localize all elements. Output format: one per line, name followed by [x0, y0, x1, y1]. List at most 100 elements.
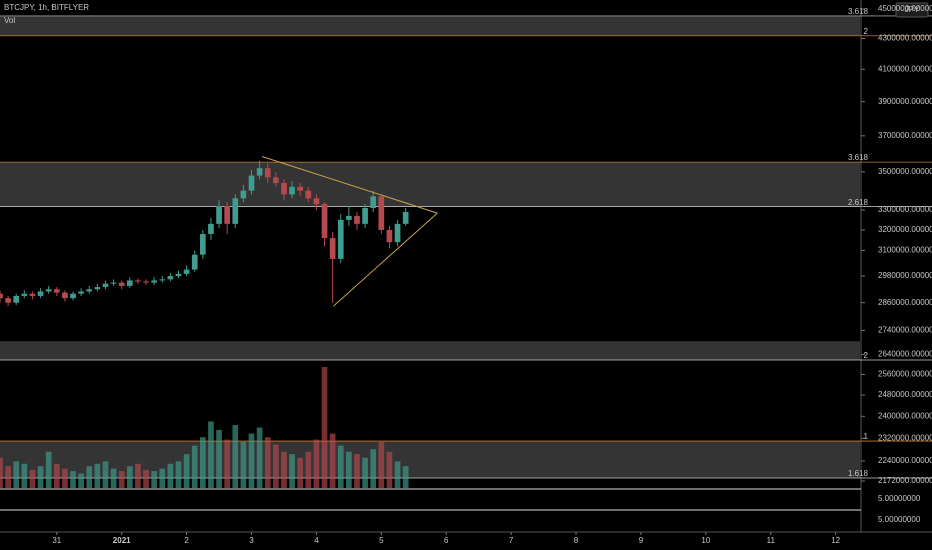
candle-body [232, 198, 239, 224]
candle-body [0, 293, 3, 299]
y-tick-label: 3100000.00000000 [878, 246, 932, 255]
x-tick-label: 6 [444, 536, 449, 545]
volume-bar [135, 463, 141, 488]
candle-body [216, 206, 222, 224]
volume-bar [362, 457, 368, 488]
candle-body [191, 254, 198, 270]
volume-bar [86, 466, 93, 488]
volume-bar [29, 469, 36, 488]
volume-bar [175, 461, 182, 488]
y-tick-label: 3200000.00000000 [878, 225, 932, 234]
x-tick-label: 2 [184, 536, 189, 545]
candle-body [208, 223, 214, 234]
y-tick-label: 4100000.00000000 [878, 64, 932, 73]
candle-body [86, 289, 93, 292]
y-tick-label: 3700000.00000000 [878, 131, 932, 140]
candle-body [13, 295, 20, 303]
volume-bar [208, 421, 214, 488]
candle-body [289, 186, 295, 195]
candle-body [362, 208, 368, 224]
y-tick-label: 2480000.00000000 [878, 390, 932, 399]
currency-label[interactable]: JPY [905, 5, 920, 14]
candle-body [151, 280, 157, 283]
y-tick-label: 2560000.00000000 [878, 370, 932, 379]
candle-body [256, 168, 263, 176]
candle-body [273, 177, 279, 184]
volume-bar [102, 461, 109, 488]
fib-level-label: 3.618 [848, 153, 869, 162]
volume-bar [354, 454, 360, 488]
candle-body [394, 223, 401, 243]
candle-body [37, 291, 44, 296]
volume-bar [386, 451, 393, 488]
volume-bar [37, 466, 44, 488]
x-tick-label: 3 [249, 536, 254, 545]
volume-bar [216, 429, 222, 488]
volume-bar [53, 463, 60, 488]
volume-bar [191, 445, 198, 488]
x-tick-label: 8 [574, 536, 579, 545]
volume-bar [183, 454, 190, 488]
fib-zone [0, 341, 860, 360]
volume-bar [281, 451, 287, 488]
volume-bar [313, 439, 320, 488]
sub-pane-label: 5.00000000 [878, 494, 921, 503]
volume-bar [62, 468, 68, 488]
volume-bar [394, 461, 401, 488]
volume-bar [5, 466, 11, 488]
candle-body [297, 186, 304, 191]
candle-body [305, 190, 312, 199]
volume-label: Vol [4, 16, 15, 25]
volume-bar [21, 463, 28, 488]
volume-bar [118, 471, 125, 488]
volume-bar [378, 442, 385, 488]
candle-body [337, 219, 344, 259]
volume-bar [248, 433, 255, 488]
candle-body [281, 183, 287, 195]
y-tick-label: 3300000.00000000 [878, 205, 932, 214]
fib-level-label: 3.618 [848, 7, 869, 16]
volume-bar [126, 466, 133, 488]
candle-body [329, 238, 336, 259]
volume-bar [199, 437, 206, 488]
volume-bar [45, 451, 52, 488]
y-tick-label: 2320000.00000000 [878, 433, 932, 442]
volume-bar [297, 457, 304, 488]
volume-bar [232, 425, 239, 488]
x-tick-label: 12 [831, 536, 840, 545]
candle-body [53, 289, 60, 293]
y-tick-label: 2240000.00000000 [878, 456, 932, 465]
candle-body [5, 298, 11, 303]
candle-body [354, 215, 360, 224]
volume-bar [94, 463, 101, 488]
y-tick-label: 3900000.00000000 [878, 97, 932, 106]
volume-bar [151, 471, 157, 488]
candle-body [183, 269, 190, 274]
y-tick-label: 4300000.00000000 [878, 34, 932, 43]
candle-body [346, 215, 352, 220]
y-tick-label: 2640000.00000000 [878, 350, 932, 359]
fib-level-label: 2 [864, 27, 869, 36]
candle-body [378, 196, 385, 230]
candle-body [143, 281, 149, 283]
y-tick-label: 2860000.00000000 [878, 298, 932, 307]
currency-button[interactable] [895, 2, 929, 18]
candle-body [78, 291, 84, 294]
volume-bar [70, 471, 76, 488]
volume-bar [110, 468, 117, 488]
trendline [261, 156, 438, 214]
candle-body [102, 283, 109, 288]
fib-zone [0, 162, 860, 207]
candle-body [248, 175, 255, 191]
volume-bar [264, 437, 271, 488]
candle-body [313, 198, 320, 205]
x-tick-label: 10 [701, 536, 710, 545]
volume-bar [337, 445, 344, 488]
x-tick-label: 7 [509, 536, 514, 545]
candle-body [224, 206, 231, 224]
fib-level-label: 2 [864, 351, 869, 360]
volume-bar [402, 466, 409, 488]
fib-level-label: 2.618 [848, 198, 869, 207]
y-tick-label: 2172000.00000000 [878, 476, 932, 485]
